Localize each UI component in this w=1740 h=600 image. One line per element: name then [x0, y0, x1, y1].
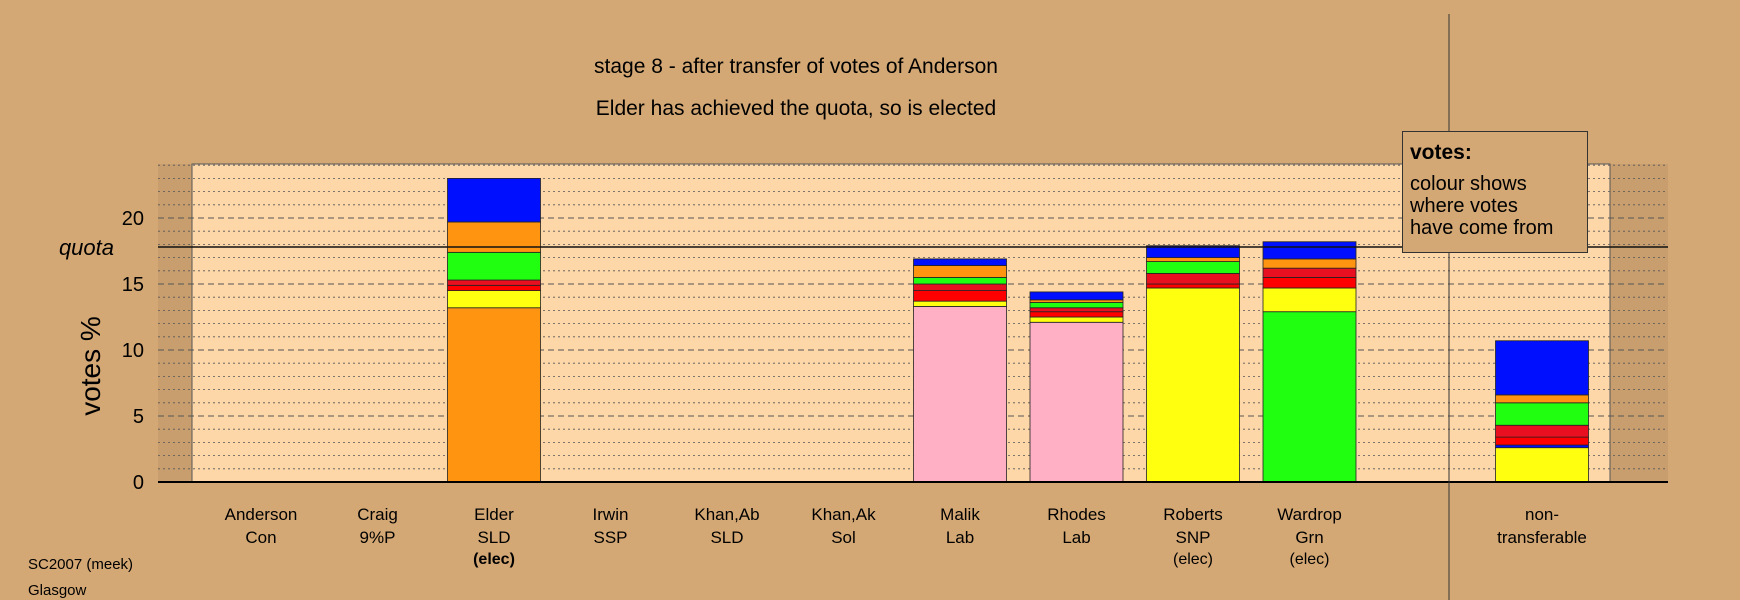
non-transferable-label-2: transferable: [1497, 528, 1587, 547]
bar-rhodes-segment-1: [1029, 321, 1124, 483]
y-tick-label: 0: [133, 472, 144, 494]
bar-malik-segment-5: [913, 276, 1007, 285]
quota-label: quota: [59, 235, 114, 260]
candidate-status: (elec): [1173, 551, 1213, 568]
candidate-name: Rhodes: [1047, 505, 1106, 524]
bar-wardrop-segment-3: [1262, 276, 1357, 289]
bar-rhodes-segment-7: [1029, 291, 1124, 301]
bar-elder-segment-4: [447, 279, 541, 286]
candidate-party: Lab: [946, 528, 974, 547]
chart-subtitle: Elder has achieved the quota, so is elec…: [596, 97, 996, 120]
bar-elder-segment-7: [447, 177, 541, 223]
bar-roberts-segment-2: [1146, 283, 1240, 289]
y-tick-labels: 0 5 10 15 20: [122, 208, 144, 494]
bar-wardrop-segment-1: [1262, 311, 1357, 483]
bar-elder-segment-1: [447, 307, 541, 483]
bar-non-transferable-segment-4: [1495, 424, 1589, 438]
bar-non-transferable-segment-5: [1495, 402, 1589, 426]
bar-wardrop-segment-2: [1262, 287, 1357, 313]
gridlines: [158, 164, 1668, 470]
candidate-name: Khan,Ab: [694, 505, 759, 524]
non-transferable-label-1: non-: [1525, 505, 1559, 524]
legend: votes: colour shows where votes have com…: [1402, 131, 1588, 253]
bar-roberts-segment-3: [1146, 273, 1240, 285]
candidate-name: Roberts: [1163, 505, 1223, 524]
candidate-party: SLD: [477, 528, 510, 547]
candidate-party: SLD: [710, 528, 743, 547]
bar-non-transferable-segment-6: [1495, 394, 1589, 404]
candidate-name: Khan,Ak: [811, 505, 876, 524]
footer-source: SC2007 (meek): [28, 556, 134, 573]
bar-non-transferable-segment-1: [1495, 447, 1589, 483]
bar-roberts-segment-1: [1146, 287, 1240, 483]
bar-roberts-segment-5: [1146, 257, 1240, 262]
y-axis-label: votes %: [75, 316, 106, 416]
y-tick-label: 5: [133, 406, 144, 428]
bar-wardrop-segment-6: [1262, 241, 1357, 260]
candidate-party: SNP: [1176, 528, 1211, 547]
bar-rhodes-segment-3: [1029, 311, 1124, 318]
plot-inner-area: [191, 163, 1611, 483]
candidate-party: Grn: [1295, 528, 1323, 547]
y-tick-label: 15: [122, 274, 144, 296]
bar-elder-segment-5: [447, 251, 541, 281]
bar-rhodes-segment-2: [1029, 316, 1124, 323]
bar-elder-segment-2: [447, 290, 541, 309]
bar-wardrop-segment-4: [1262, 267, 1357, 278]
y-tick-label: 10: [122, 340, 144, 362]
legend-title: votes:: [1410, 141, 1472, 164]
candidate-party: 9%P: [360, 528, 396, 547]
bar-roberts-segment-4: [1146, 261, 1240, 274]
bar-malik-segment-3: [913, 290, 1007, 302]
bar-malik-segment-7: [913, 258, 1007, 266]
candidate-party: Con: [245, 528, 276, 547]
bar-rhodes-segment-4: [1029, 307, 1124, 313]
candidate-labels: Anderson Con Craig 9%P Elder SLD (elec) Irwin SS…: [225, 505, 1587, 568]
legend-line-3: have come from: [1410, 217, 1554, 239]
candidate-name: Malik: [940, 505, 980, 524]
candidate-party: Lab: [1062, 528, 1090, 547]
candidate-party: SSP: [593, 528, 627, 547]
legend-line-1: colour shows: [1410, 173, 1527, 195]
bar-non-transferable-segment-7: [1495, 340, 1589, 396]
candidate-name: Anderson: [225, 505, 298, 524]
candidate-name: Irwin: [593, 505, 629, 524]
bar-elder-segment-3: [447, 284, 541, 292]
candidate-status: (elec): [473, 551, 515, 568]
bar-rhodes-segment-5: [1029, 302, 1124, 309]
bar-wardrop-segment-5: [1262, 258, 1357, 269]
y-tick-label: 20: [122, 208, 144, 230]
bar-malik-segment-2: [913, 300, 1007, 307]
footer-region: Glasgow: [28, 582, 87, 599]
chart-title: stage 8 - after transfer of votes of And…: [594, 55, 998, 78]
candidate-name: Craig: [357, 505, 398, 524]
candidate-status: (elec): [1289, 551, 1329, 568]
bar-roberts-segment-6: [1146, 245, 1240, 259]
candidate-party: Sol: [831, 528, 856, 547]
candidate-name: Wardrop: [1277, 505, 1342, 524]
bar-malik-segment-1: [913, 306, 1007, 483]
bar-malik-segment-6: [913, 265, 1007, 278]
stacked-bars: [447, 177, 1589, 483]
candidate-name: Elder: [474, 505, 514, 524]
legend-line-2: where votes: [1410, 195, 1518, 217]
bar-malik-segment-4: [913, 283, 1007, 291]
bar-non-transferable-segment-3: [1495, 436, 1589, 446]
